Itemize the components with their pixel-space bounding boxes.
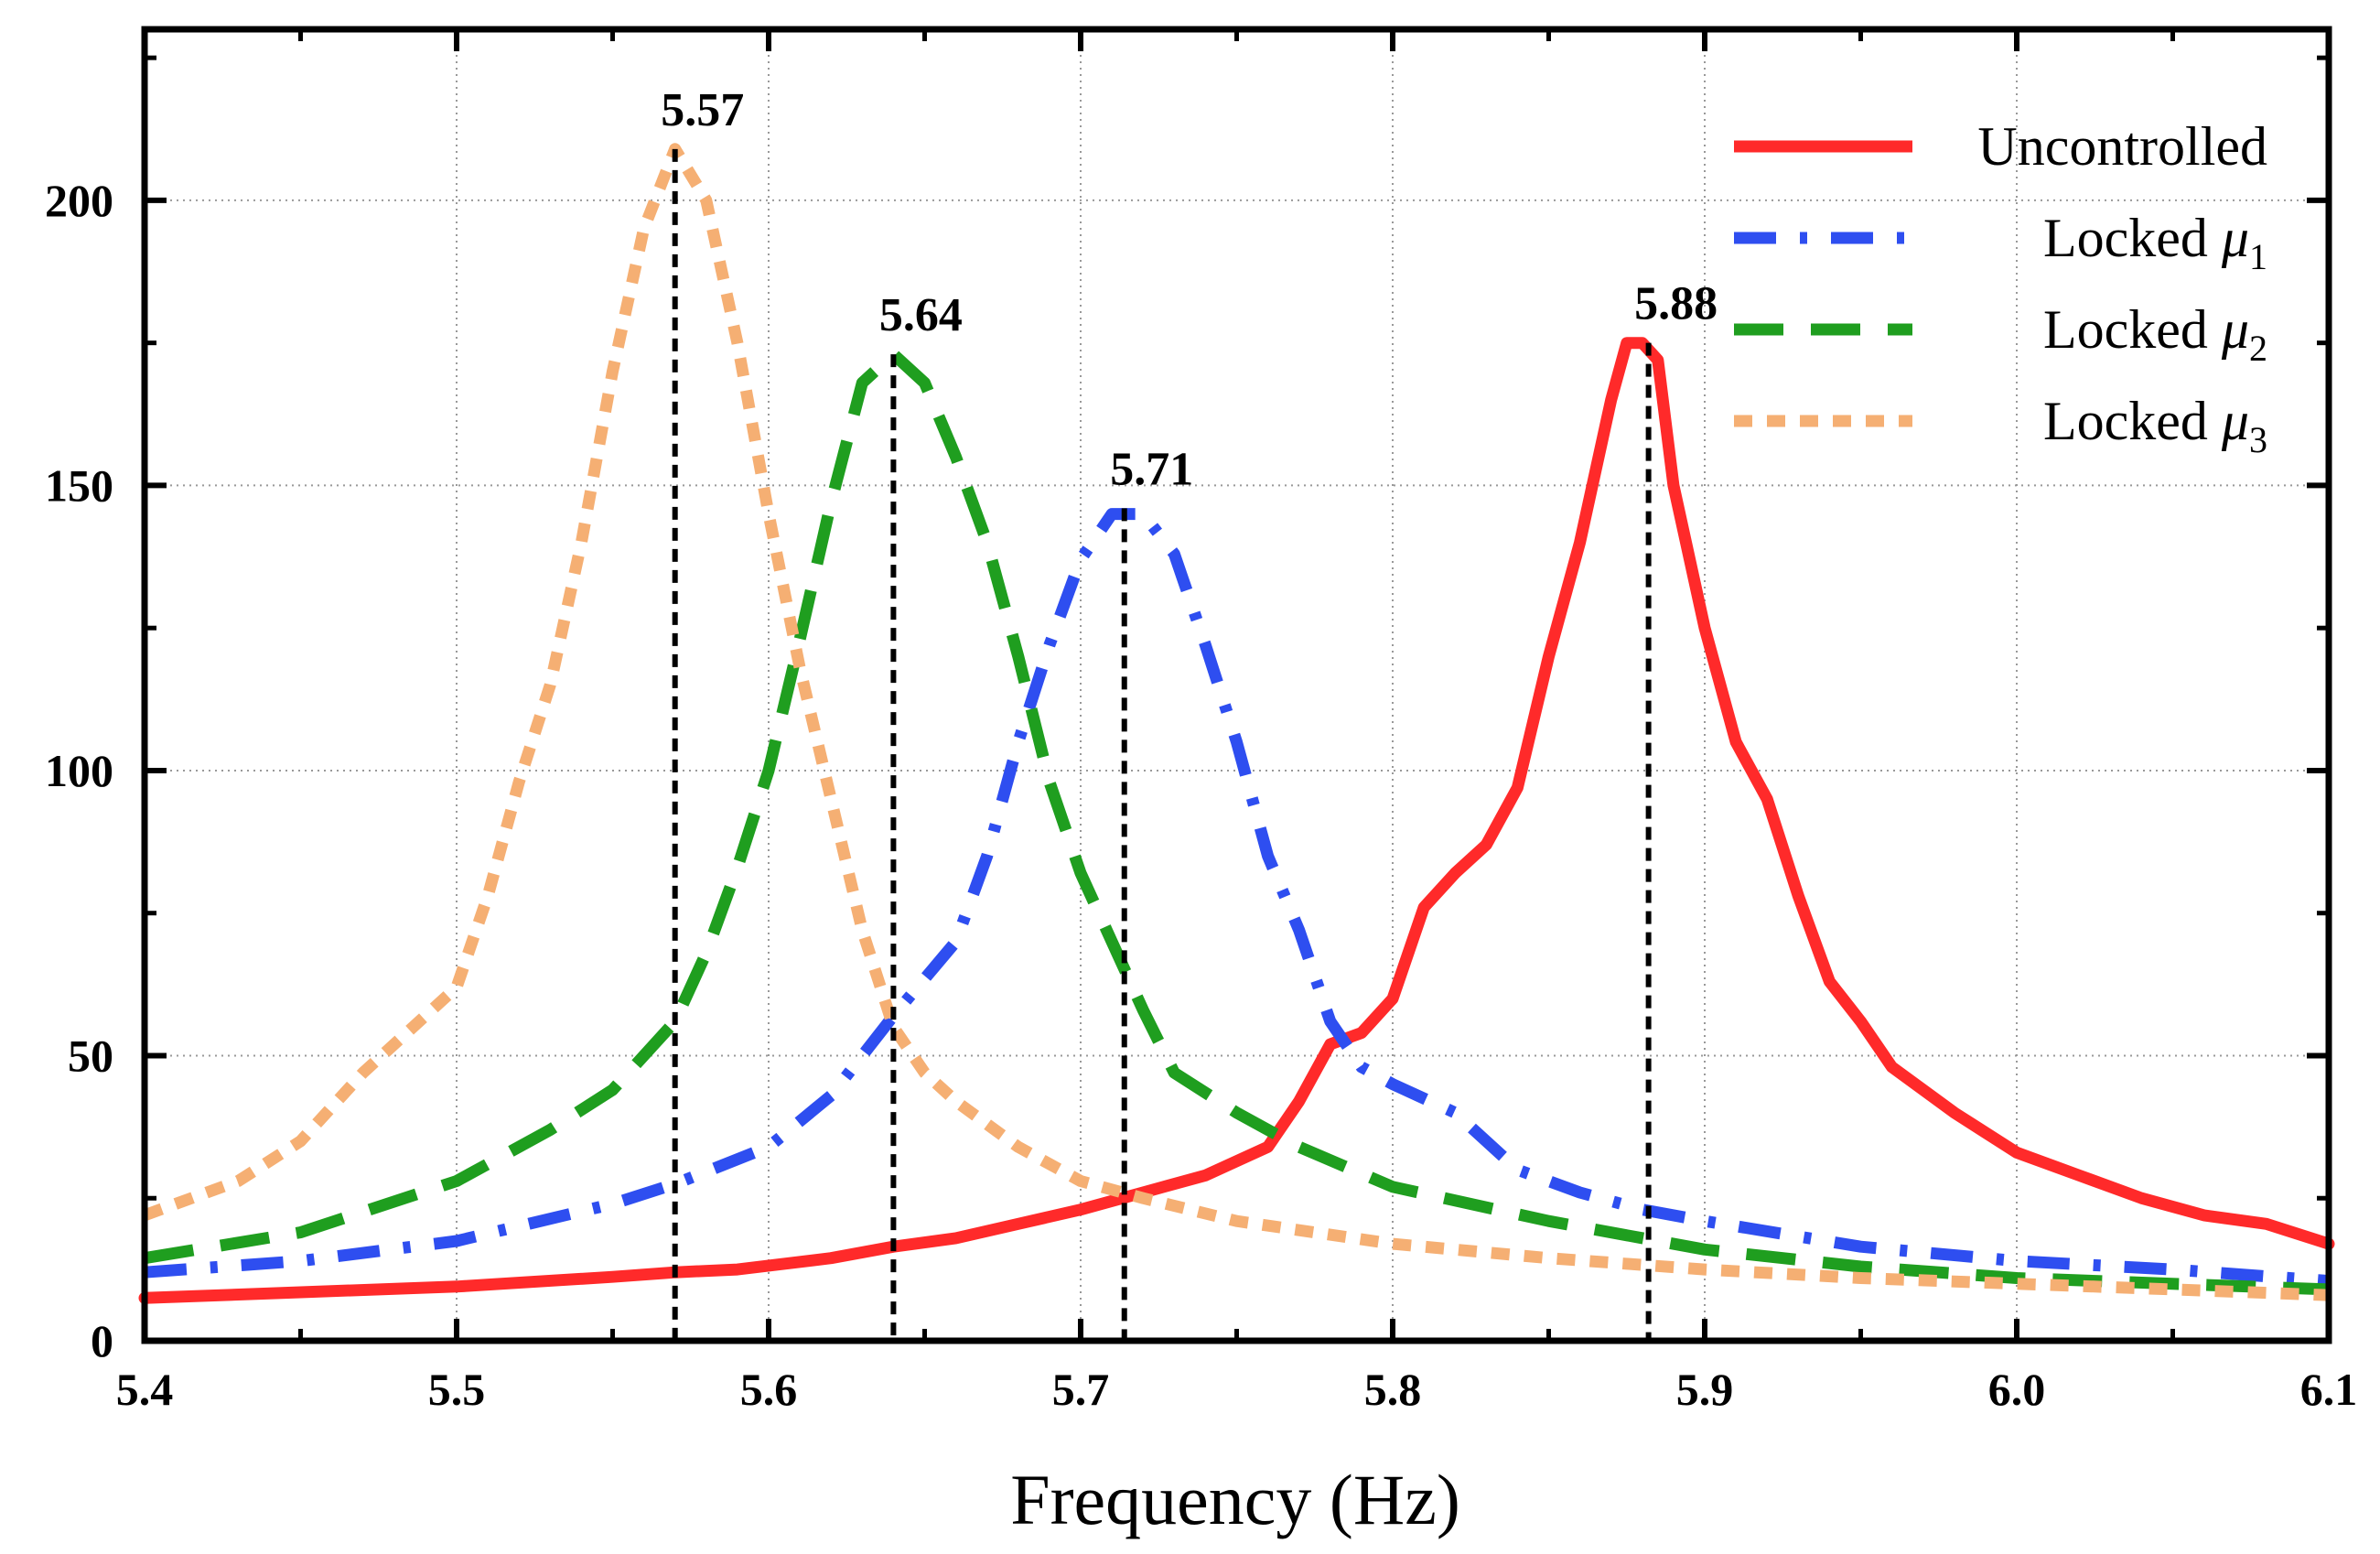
x-tick-label: 5.4 [116,1364,174,1415]
legend-label-text: Locked [2043,299,2222,360]
x-tick-label: 6.1 [2300,1364,2358,1415]
series-line [144,508,2330,1288]
legend-label-symbol: μ [2221,208,2249,268]
series-line [142,143,2330,1301]
y-tick-label: 100 [45,745,113,796]
legend-label-symbol: μ [2221,299,2249,360]
x-tick-label: 5.7 [1052,1364,1110,1415]
y-tick-label: 150 [45,459,113,511]
peak-label: 5.64 [879,289,963,341]
legend-label: Locked μ1 [2043,208,2267,277]
x-tick-label: 6.0 [1988,1364,2046,1415]
x-tick-label: 5.9 [1676,1364,1734,1415]
legend-label-subscript: 3 [2249,419,2267,460]
legend-label-subscript: 2 [2249,328,2267,369]
legend-label: Uncontrolled [1977,116,2267,177]
legend-label-text: Locked [2043,391,2222,451]
legend-label: Locked μ2 [2043,299,2267,369]
x-tick-label: 5.8 [1364,1364,1422,1415]
peak-label: 5.88 [1634,278,1718,330]
series-line [143,348,2330,1296]
legend-label-text: Locked [2043,208,2222,268]
legend-label-symbol: μ [2221,391,2249,451]
legend-label-subscript: 1 [2249,236,2267,277]
y-tick-label: 50 [68,1030,113,1081]
x-tick-label: 5.5 [428,1364,486,1415]
peak-label: 5.71 [1110,443,1193,495]
peak-label: 5.57 [661,84,744,136]
x-tick-label: 5.6 [740,1364,798,1415]
legend-label: Locked μ3 [2043,391,2267,460]
peak-markers: 5.57 5.64 5.71 5.88 [661,84,1718,1341]
y-tick-label: 0 [91,1315,113,1366]
x-axis-title: Frequency (Hz) [1010,1460,1460,1539]
y-tick-label: 200 [45,175,113,226]
axes: 5.4 5.5 5.6 5.7 5.8 5.9 6.0 6.1 0 50 100 150 200 [45,26,2358,1415]
